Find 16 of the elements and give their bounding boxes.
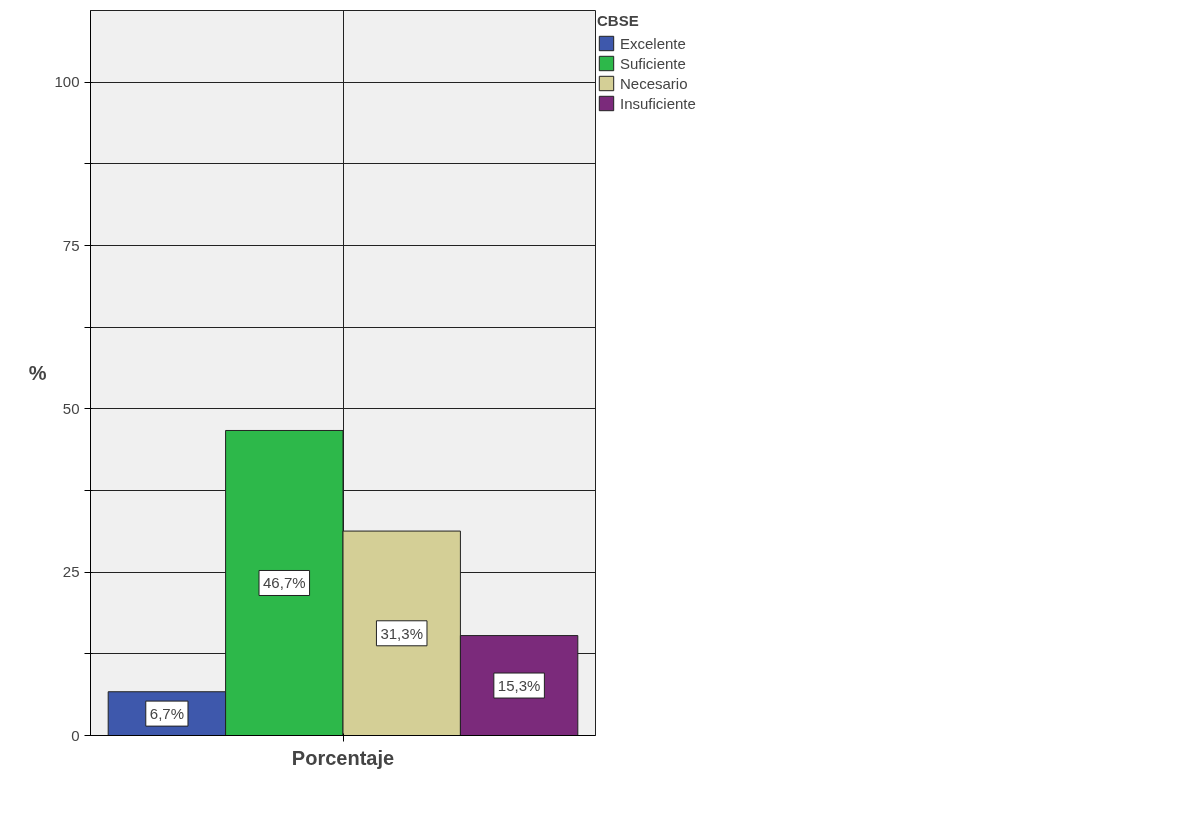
legend-label: Excelente bbox=[620, 34, 686, 52]
y-tick-label: 75 bbox=[62, 236, 80, 254]
data-label: 6,7% bbox=[149, 705, 184, 723]
x-tick-label: Porcentaje bbox=[291, 746, 395, 769]
y-axis-title: % bbox=[28, 362, 47, 384]
y-tick-label: 0 bbox=[71, 726, 80, 744]
y-tick-label: 100 bbox=[54, 73, 80, 91]
data-label: 31,3% bbox=[380, 624, 423, 642]
legend-label: Insuficiente bbox=[620, 94, 696, 112]
data-label: 15,3% bbox=[497, 677, 541, 695]
legend-label: Necesario bbox=[620, 74, 688, 92]
legend-title: CBSE bbox=[597, 12, 640, 29]
y-tick-label: 25 bbox=[62, 563, 80, 581]
legend-label: Suficiente bbox=[620, 54, 686, 72]
y-tick-label: 50 bbox=[62, 399, 80, 417]
data-label: 46,7% bbox=[263, 574, 306, 592]
